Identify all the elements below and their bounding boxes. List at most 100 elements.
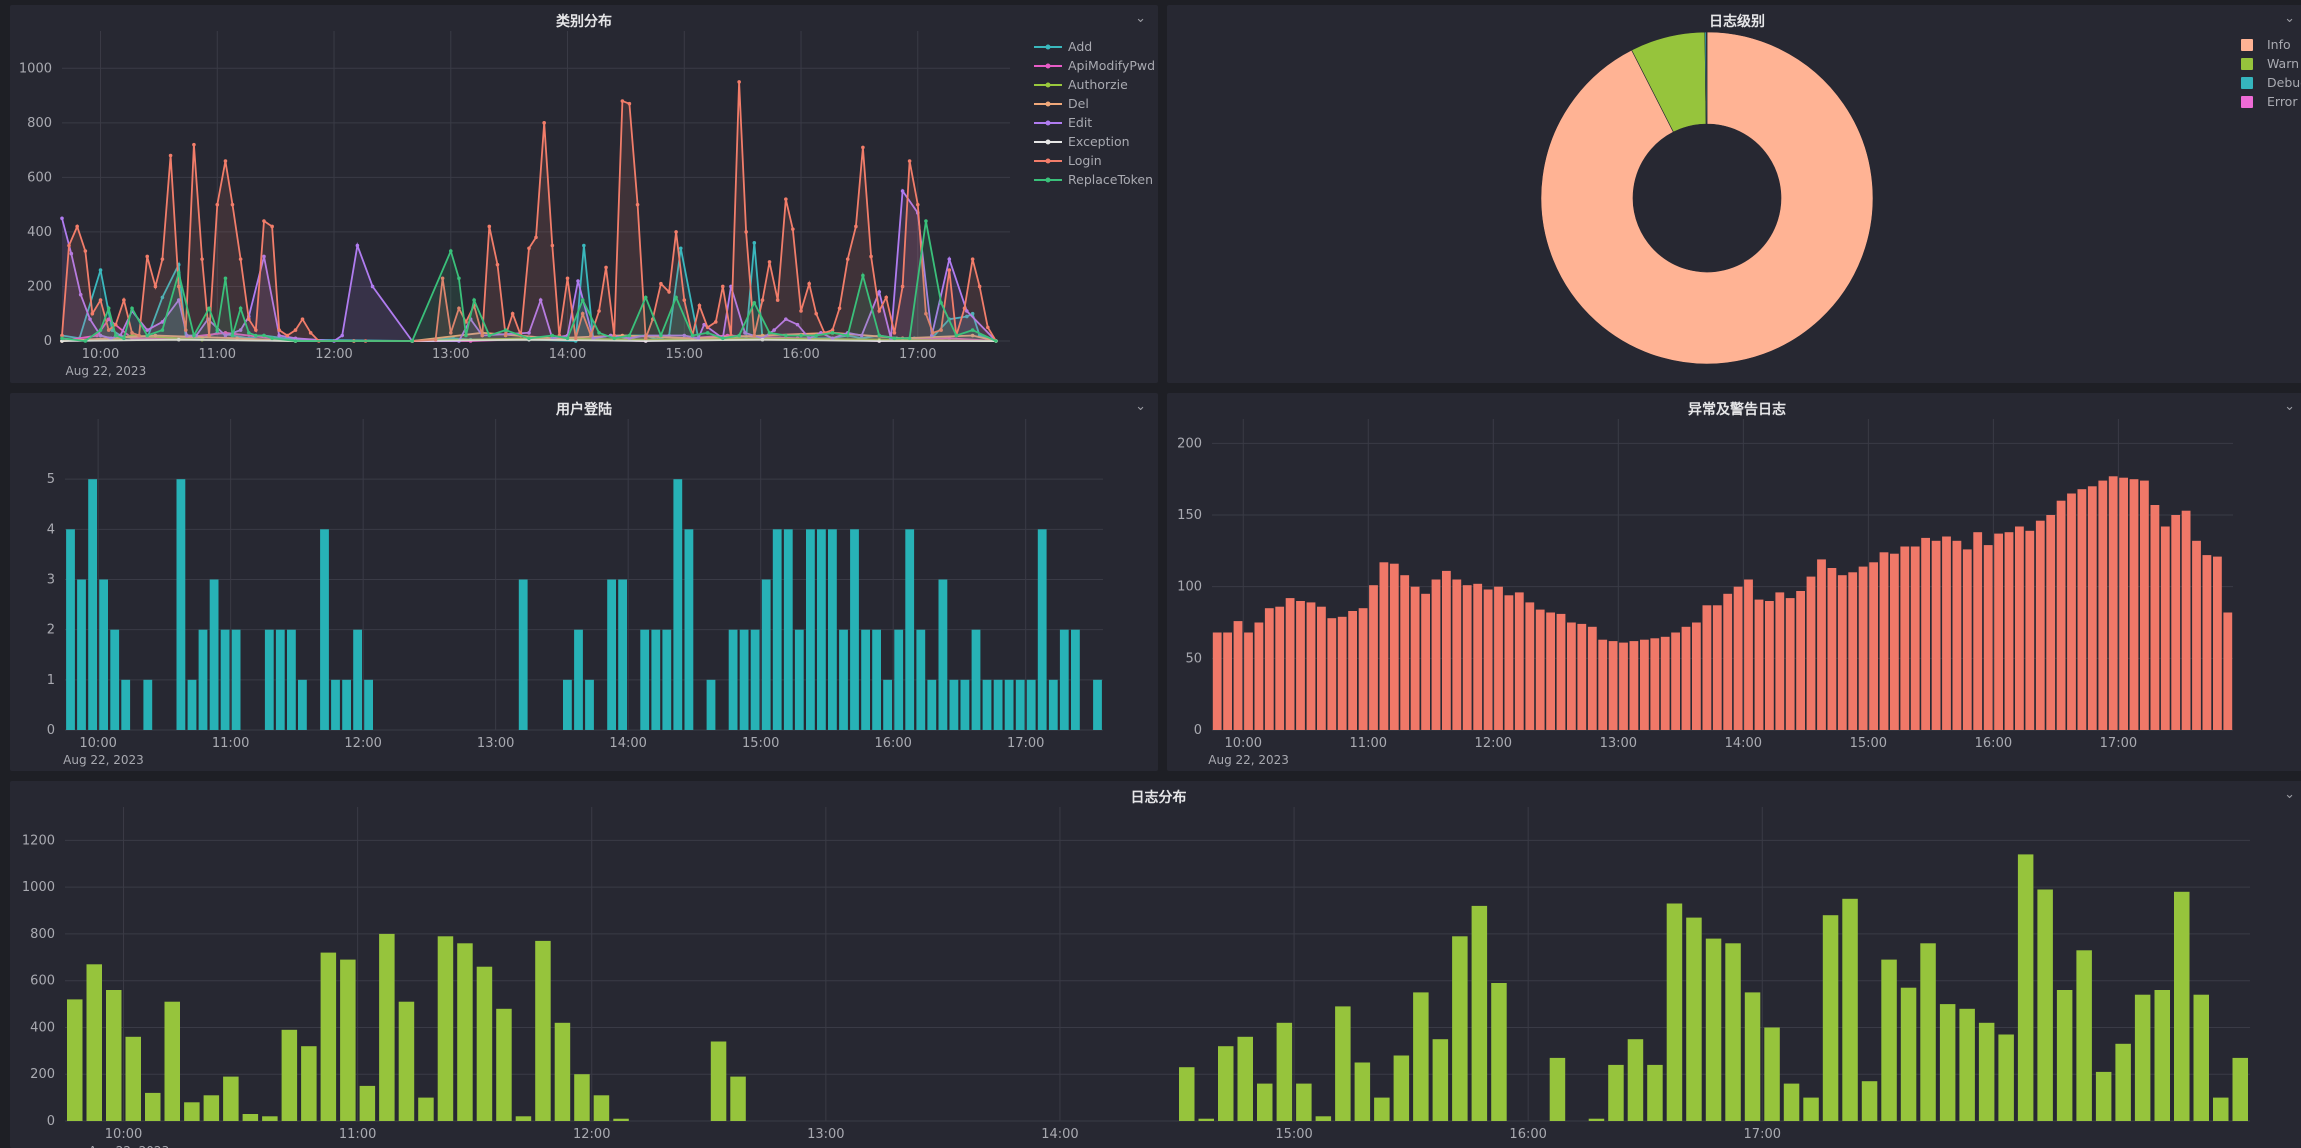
loglevel-donut-chart[interactable]: Info Warn Debug Error [1167,5,2301,383]
legend-swatch-Warn [2241,58,2253,70]
y-tick-label: 1000 [22,880,55,895]
series-point-Login [440,276,445,281]
y-tick-label: 0 [47,1114,55,1129]
series-point-Add [970,311,975,316]
y-tick-label: 600 [27,170,52,185]
legend-label-Authorzie: Authorzie [1068,77,1128,92]
category-menu-chevron-icon[interactable]: ⌄ [1135,11,1146,26]
series-point-Login [510,311,515,316]
series-point-Login [737,80,741,84]
x-tick-label: 11:00 [212,736,249,751]
series-point-ReplaceToken [246,331,251,335]
x-tick-label: 17:00 [1744,1127,1781,1142]
series-point-Login [784,197,788,201]
series-point-ReplaceToken [487,333,492,338]
logdist-bar-chart[interactable]: 0 200 400 600 800 1000 1200 10:00 11:00 12:00 13:0… [10,781,2301,1148]
bar [662,629,672,730]
x-date-label: Aug 22, 2023 [63,753,144,767]
bar [437,936,454,1121]
bar [1775,592,1785,730]
y-tick-label: 100 [1177,580,1202,595]
bar [1817,559,1826,730]
series-point-Edit [784,317,788,321]
series-point-Login [667,290,671,294]
series-point-Login [635,202,640,207]
bar [938,579,948,730]
bar [298,679,307,730]
bar [1725,943,1741,1121]
legend-marker-Exception [1045,139,1051,145]
bar [1546,612,1555,730]
bar [2150,505,2160,730]
series-point-Login [503,333,508,338]
series-point-Login [130,331,134,335]
bar [1587,626,1597,730]
series-point-ReplaceToken [83,339,88,343]
bar [1317,606,1326,730]
series-point-Edit [591,336,596,341]
legend-swatch-Info [2241,39,2253,51]
legend-marker-Add [1045,44,1051,50]
logdist-menu-chevron-icon[interactable]: ⌄ [2284,787,2295,802]
bar [1754,599,1764,730]
series-point-Edit [743,331,747,335]
series-point-Login [620,99,625,103]
series-point-ReplaceToken [527,336,531,341]
warn-menu-chevron-icon[interactable]: ⌄ [2284,399,2295,414]
legend-label-Add: Add [1068,39,1092,54]
bar [1237,1036,1253,1121]
series-point-Del [153,333,158,338]
bar [2056,990,2073,1121]
series-point-Login [487,224,492,229]
bar [1212,632,1222,730]
series-line-ReplaceToken [61,220,997,342]
series-point-Login [238,257,243,261]
bar [817,529,826,730]
series-point-ReplaceToken [799,333,803,338]
category-title: 类别分布 [556,14,612,30]
bar [710,1041,727,1121]
bar [1723,593,1733,730]
x-tick-label: 10:00 [82,347,119,362]
series-point-Login [900,284,905,289]
bar [340,959,356,1121]
legend-label-Exception: Exception [1068,134,1130,149]
bar [1257,1083,1273,1121]
series-point-Login [892,331,897,335]
series-point-ReplaceToken [690,333,695,338]
y-tick-label: 200 [27,279,52,294]
bar [1598,639,1608,730]
y-tick-label: 50 [1185,651,1202,666]
category-line-chart[interactable]: 0 200 400 600 800 1000 10:00 11:00 12:00 13:00 14:… [10,5,1158,383]
bar [1900,546,1910,730]
series-point-ReplaceToken [752,301,757,305]
series-point-ReplaceToken [448,249,453,253]
series-point-Login [83,249,88,253]
login-menu-chevron-icon[interactable]: ⌄ [1135,399,1146,414]
x-tick-label: 16:00 [1509,1127,1546,1142]
series-point-Edit [60,216,64,221]
series-point-Edit [78,292,83,297]
bar [88,479,97,730]
bar [1037,529,1047,730]
bar [106,990,122,1121]
bar [1483,589,1493,730]
series-point-Login [550,243,555,248]
bar [418,1097,434,1121]
loglevel-menu-chevron-icon[interactable]: ⌄ [2284,11,2295,26]
bar [2035,520,2045,730]
y-tick-label: 0 [44,334,52,349]
series-point-ReplaceToken [230,333,235,338]
login-bar-chart[interactable]: 0 1 2 3 4 5 10:00 11:00 12:00 13:00 14:00 15:00 16:0… [10,393,1158,771]
series-point-ReplaceToken [674,295,678,300]
loglevel-panel: 日志级别 ⌄ Info Warn Debug Error [1167,5,2301,383]
bar [2223,612,2233,730]
bar [618,579,627,730]
warn-panel: 异常及警告日志 ⌄ 0 50 100 150 200 10:00 11:00 12:00 13:… [1167,393,2301,771]
bar [982,679,992,730]
warn-bar-chart[interactable]: 0 50 100 150 200 10:00 11:00 12:00 13:00 14:00 15:… [1167,393,2301,771]
series-point-ReplaceToken [580,298,585,302]
series-point-Edit [702,322,706,327]
bar [1358,608,1368,730]
bar [1671,632,1680,730]
